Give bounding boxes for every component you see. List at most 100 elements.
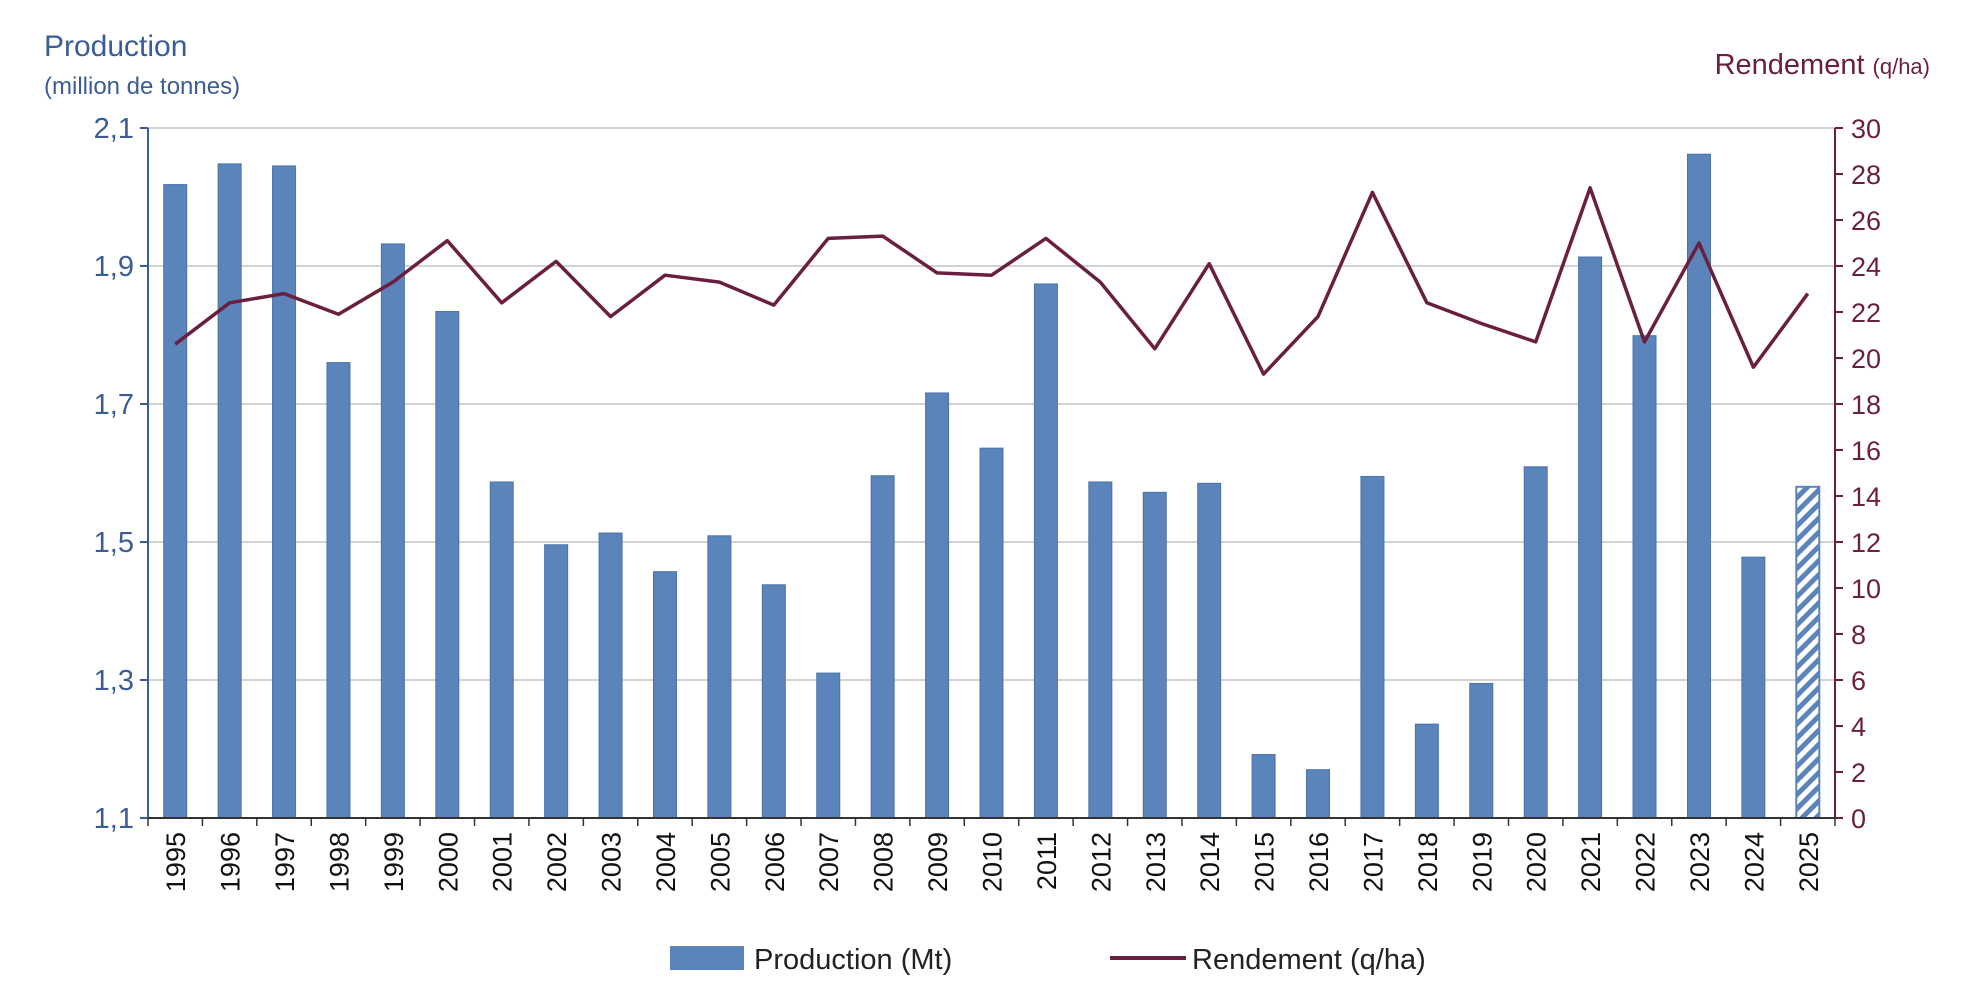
bar-2000 bbox=[435, 311, 460, 819]
left-tick-label: 1,9 bbox=[94, 251, 134, 283]
right-tick-label: 16 bbox=[1851, 436, 1881, 466]
x-tick-label: 2007 bbox=[814, 832, 844, 892]
left-axis-subtitle: (million de tonnes) bbox=[44, 73, 240, 100]
x-tick-label: 2002 bbox=[542, 832, 572, 892]
bar-2012 bbox=[1088, 481, 1113, 819]
bar-2002 bbox=[544, 544, 569, 819]
x-tick-label: 2017 bbox=[1358, 832, 1388, 892]
x-tick-label: 2019 bbox=[1467, 832, 1497, 892]
left-axis-title: Production bbox=[44, 30, 187, 63]
bar-2022 bbox=[1632, 335, 1657, 819]
bar-2001 bbox=[489, 481, 514, 819]
x-tick-label: 1997 bbox=[270, 832, 300, 892]
right-tick-label: 0 bbox=[1851, 804, 1866, 834]
x-tick-label: 2024 bbox=[1739, 832, 1769, 892]
bar-2025 bbox=[1795, 485, 1821, 819]
x-tick-label: 2015 bbox=[1250, 832, 1280, 892]
right-tick-label: 22 bbox=[1851, 298, 1881, 328]
right-tick-label: 18 bbox=[1851, 390, 1881, 420]
x-tick-label: 2018 bbox=[1413, 832, 1443, 892]
bar-2013 bbox=[1142, 491, 1167, 819]
bar-2009 bbox=[925, 392, 950, 819]
x-tick-label: 1999 bbox=[379, 832, 409, 892]
bar-2015 bbox=[1251, 754, 1276, 819]
gridlines bbox=[148, 127, 1835, 681]
x-axis-ticks: 1995 1996 1997 1998 1999 2000 2001 2002 2003 2004… bbox=[147, 818, 1836, 892]
bar-2018 bbox=[1414, 723, 1439, 819]
x-tick-label: 2016 bbox=[1304, 832, 1334, 892]
bar-2010 bbox=[979, 447, 1004, 819]
x-tick-label: 2021 bbox=[1576, 832, 1606, 892]
bar-2021 bbox=[1578, 256, 1603, 819]
yield-line bbox=[174, 186, 1810, 376]
x-tick-label: 2005 bbox=[705, 832, 735, 892]
x-tick-label: 2001 bbox=[488, 832, 518, 892]
right-axis-unit: (q/ha) bbox=[1873, 54, 1930, 79]
x-tick-label: 2004 bbox=[651, 832, 681, 892]
production-bars bbox=[163, 153, 1821, 819]
right-tick-label: 30 bbox=[1851, 114, 1881, 144]
x-tick-label: 2014 bbox=[1195, 832, 1225, 892]
right-tick-label: 12 bbox=[1851, 528, 1881, 558]
left-tick-label: 1,5 bbox=[94, 527, 134, 559]
right-tick-label: 4 bbox=[1851, 712, 1866, 742]
right-tick-label: 20 bbox=[1851, 344, 1881, 374]
left-axis-ticks: 1,1 1,3 1,5 1,7 1,9 2,1 bbox=[94, 113, 148, 835]
x-tick-label: 1996 bbox=[216, 832, 246, 892]
left-tick-label: 2,1 bbox=[94, 113, 134, 145]
left-tick-label: 1,7 bbox=[94, 389, 134, 421]
x-tick-label: 2013 bbox=[1141, 832, 1171, 892]
right-tick-label: 8 bbox=[1851, 620, 1866, 650]
bar-2006 bbox=[761, 584, 786, 819]
right-tick-label: 24 bbox=[1851, 252, 1881, 282]
x-tick-label: 2000 bbox=[433, 832, 463, 892]
x-tick-label: 2006 bbox=[760, 832, 790, 892]
x-tick-label: 2025 bbox=[1794, 832, 1824, 892]
left-tick-label: 1,3 bbox=[94, 665, 134, 697]
x-tick-label: 2008 bbox=[869, 832, 899, 892]
legend-yield-label: Rendement (q/ha) bbox=[1192, 944, 1426, 976]
x-tick-label: 2012 bbox=[1086, 832, 1116, 892]
x-tick-label: 2003 bbox=[597, 832, 627, 892]
right-tick-label: 14 bbox=[1851, 482, 1881, 512]
x-tick-label: 2020 bbox=[1522, 832, 1552, 892]
x-tick-label: 2009 bbox=[923, 832, 953, 892]
bar-2004 bbox=[652, 571, 677, 819]
bar-2017 bbox=[1360, 475, 1385, 819]
right-axis-heading: Rendement (q/ha) bbox=[1715, 49, 1930, 81]
bar-2007 bbox=[816, 672, 841, 819]
axes bbox=[147, 128, 1836, 819]
bar-2005 bbox=[707, 535, 732, 819]
legend-production-label: Production (Mt) bbox=[754, 944, 952, 976]
yield-line-group bbox=[174, 186, 1810, 376]
legend-bar-swatch bbox=[670, 946, 744, 970]
bar-1996 bbox=[217, 163, 242, 819]
bar-1998 bbox=[326, 362, 351, 819]
right-axis-title: Rendement bbox=[1715, 49, 1865, 81]
bar-2023 bbox=[1686, 153, 1711, 819]
x-tick-label: 2023 bbox=[1685, 832, 1715, 892]
right-tick-label: 28 bbox=[1851, 160, 1881, 190]
x-tick-label: 1998 bbox=[324, 832, 354, 892]
bar-2024 bbox=[1741, 556, 1766, 819]
bar-2020 bbox=[1523, 466, 1548, 819]
x-tick-label: 1995 bbox=[161, 832, 191, 892]
x-tick-label: 2010 bbox=[978, 832, 1008, 892]
bar-2003 bbox=[598, 532, 623, 819]
x-tick-label: 2011 bbox=[1032, 832, 1062, 890]
right-tick-label: 26 bbox=[1851, 206, 1881, 236]
right-tick-label: 2 bbox=[1851, 758, 1866, 788]
x-tick-label: 2022 bbox=[1631, 832, 1661, 892]
legend: Production (Mt) Rendement (q/ha) bbox=[670, 944, 1426, 976]
bar-2014 bbox=[1197, 482, 1222, 819]
bar-1997 bbox=[272, 165, 297, 819]
right-tick-label: 6 bbox=[1851, 666, 1866, 696]
bar-2011 bbox=[1033, 283, 1058, 819]
bar-2008 bbox=[870, 475, 895, 819]
bar-2019 bbox=[1469, 682, 1494, 819]
bar-2016 bbox=[1306, 769, 1331, 819]
right-tick-label: 10 bbox=[1851, 574, 1881, 604]
